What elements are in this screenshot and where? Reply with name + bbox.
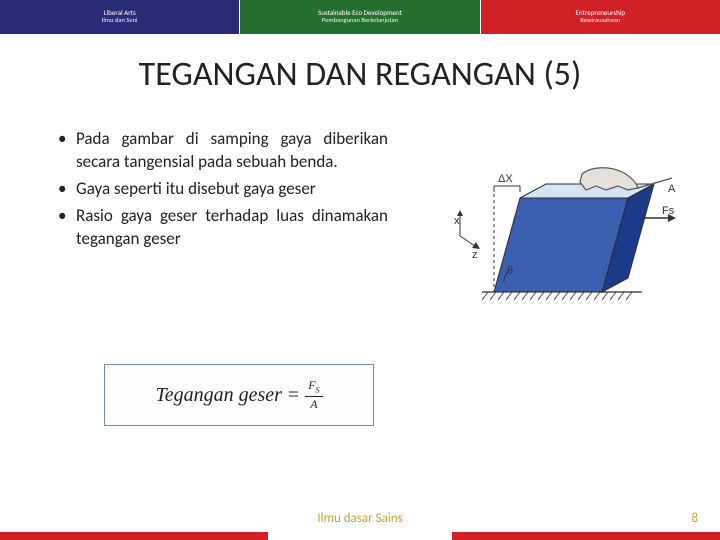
formula-lhs: Tegangan geser (155, 384, 281, 407)
delta-x-label: ΔX (498, 173, 513, 185)
a-label: A (668, 183, 676, 195)
page-title: TEGANGAN DAN REGANGAN (5) (0, 54, 720, 95)
equals-sign: = (288, 384, 299, 407)
footer-bar-left (0, 532, 268, 540)
page-number: 8 (691, 511, 698, 526)
theta-label: θ (507, 265, 513, 277)
banner-line2: Pembangunan Berkelanjutan (322, 17, 398, 25)
footer: Ilmu dasar Sains 8 (0, 502, 720, 540)
axis-z-label: z (472, 249, 478, 261)
banner-segment: Entrepreneurship Kewirausahaan (481, 0, 720, 34)
fs-label: Fs (662, 205, 675, 217)
bullet-item: Pada gambar di samping gaya diberikan se… (58, 128, 388, 174)
banner-line2: Kewirausahaan (580, 17, 620, 25)
footer-text: Ilmu dasar Sains (0, 511, 720, 526)
body-text: Pada gambar di samping gaya diberikan se… (58, 128, 388, 255)
ground-hatch (482, 292, 642, 300)
formula-numerator: FS (305, 379, 322, 395)
formula-fraction: FS A (305, 379, 322, 410)
bullet-item: Gaya seperti itu disebut gaya geser (58, 178, 388, 201)
hand-icon (580, 168, 672, 190)
bullet-item: Rasio gaya geser terhadap luas dinamakan… (58, 205, 388, 251)
axis-x-label: x (454, 215, 460, 227)
top-banner: Liberal Arts Ilmu dan Seni Sustainable E… (0, 0, 720, 34)
formula-box: Tegangan geser = FS A (104, 364, 374, 426)
banner-line2: Ilmu dan Seni (102, 17, 138, 25)
shear-diagram: x z ΔX θ (452, 160, 686, 318)
formula-denominator: A (307, 398, 320, 411)
banner-segment: Sustainable Eco Development Pembangunan … (240, 0, 480, 34)
footer-bar-right (452, 532, 720, 540)
banner-segment: Liberal Arts Ilmu dan Seni (0, 0, 240, 34)
formula: Tegangan geser = FS A (155, 379, 322, 410)
